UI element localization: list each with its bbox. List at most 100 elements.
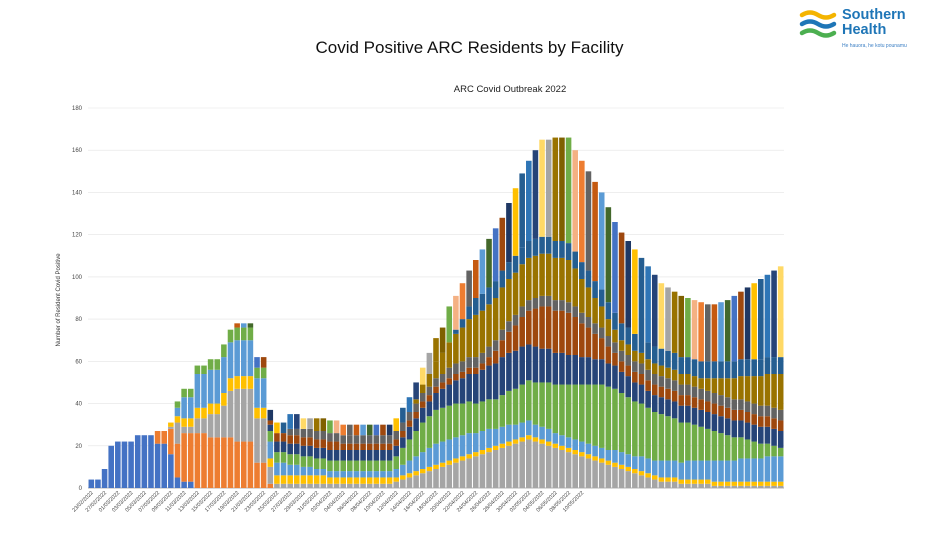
bar-segment (419, 401, 426, 408)
bar-segment (340, 443, 346, 450)
bar-segment (459, 378, 466, 404)
bar-segment (572, 251, 578, 269)
bar-segment (347, 450, 353, 461)
bar-segment (744, 401, 751, 412)
bar-segment (300, 475, 307, 484)
bar-segment (294, 443, 300, 455)
bar-segment (685, 298, 691, 358)
bar-stack (134, 435, 141, 488)
bar-segment (393, 481, 400, 488)
bar-segment (658, 365, 665, 377)
bar-segment (287, 414, 293, 429)
bar-segment (260, 407, 267, 419)
bar-segment (287, 475, 293, 484)
bar-stack (453, 295, 459, 488)
bar-segment (572, 317, 578, 355)
logo-wave-blue (799, 19, 837, 29)
bar-segment (678, 395, 685, 406)
bar-segment (632, 249, 638, 334)
bar-segment (638, 403, 645, 457)
bar-segment (579, 160, 585, 263)
bar-segment (419, 452, 426, 469)
bar-segment (545, 445, 552, 488)
bar-segment (353, 483, 360, 488)
bar-segment (771, 407, 777, 419)
bar-segment (579, 312, 585, 324)
bar-stack (128, 441, 134, 488)
bar-segment (486, 428, 492, 448)
bar-segment (280, 475, 287, 484)
bar-segment (400, 475, 406, 480)
bar-segment (353, 435, 360, 444)
bar-segment (598, 289, 605, 307)
bar-segment (506, 262, 512, 279)
bar-segment (300, 483, 307, 488)
bar-segment (128, 441, 134, 488)
bar-segment (260, 378, 267, 408)
bar-segment (274, 441, 280, 453)
bar-segment (645, 407, 651, 459)
bar-segment (632, 350, 638, 362)
bar-segment (572, 450, 578, 455)
bar-stack (559, 137, 565, 488)
bar-segment (685, 422, 691, 461)
bar-segment (704, 412, 711, 429)
bar-segment (605, 336, 612, 347)
bar-segment (665, 378, 671, 389)
bar-segment (777, 485, 784, 488)
bar-segment (724, 407, 731, 419)
bar-segment (221, 357, 227, 393)
bar-segment (459, 460, 466, 488)
bar-segment (592, 384, 598, 446)
bar-segment (572, 150, 578, 252)
bar-segment (585, 270, 592, 288)
bar-segment (459, 456, 466, 461)
bar-segment (181, 388, 187, 398)
bar-segment (658, 348, 665, 366)
bar-segment (413, 399, 419, 404)
bar-segment (393, 469, 400, 478)
bar-segment (406, 473, 413, 478)
bar-segment (665, 367, 671, 379)
bar-stack (340, 424, 346, 488)
bar-segment (526, 257, 532, 301)
bar-stack (439, 327, 446, 488)
bar-segment (744, 412, 751, 423)
bar-segment (605, 207, 612, 303)
bar-segment (386, 443, 393, 450)
bar-segment (512, 325, 519, 351)
bar-segment (685, 479, 691, 484)
bar-stack (287, 414, 293, 488)
bar-stack (366, 424, 373, 488)
bar-stack (751, 283, 757, 488)
bar-segment (274, 452, 280, 463)
bar-segment (718, 378, 724, 396)
bar-segment (519, 441, 525, 488)
bar-segment (433, 469, 439, 488)
bar-segment (598, 359, 605, 385)
bar-segment (618, 361, 625, 372)
bar-segment (579, 456, 585, 488)
bar-segment (691, 300, 698, 360)
bar-segment (532, 238, 539, 256)
bar-segment (366, 424, 373, 436)
bar-segment (698, 426, 704, 461)
bar-segment (751, 414, 757, 425)
bar-segment (439, 466, 446, 488)
bar-segment (605, 363, 612, 387)
bar-segment (777, 431, 784, 448)
bar-segment (499, 443, 506, 448)
bar-segment (678, 483, 685, 488)
bar-segment (678, 422, 685, 463)
bar-segment (347, 443, 353, 450)
bar-segment (313, 447, 320, 459)
bar-segment (526, 439, 532, 488)
bar-segment (645, 390, 651, 408)
bar-segment (612, 450, 618, 463)
bar-segment (413, 418, 419, 431)
bar-segment (413, 471, 419, 476)
bar-segment (499, 357, 506, 396)
bar-segment (751, 458, 757, 482)
bar-segment (711, 414, 718, 431)
bar-stack (313, 418, 320, 488)
